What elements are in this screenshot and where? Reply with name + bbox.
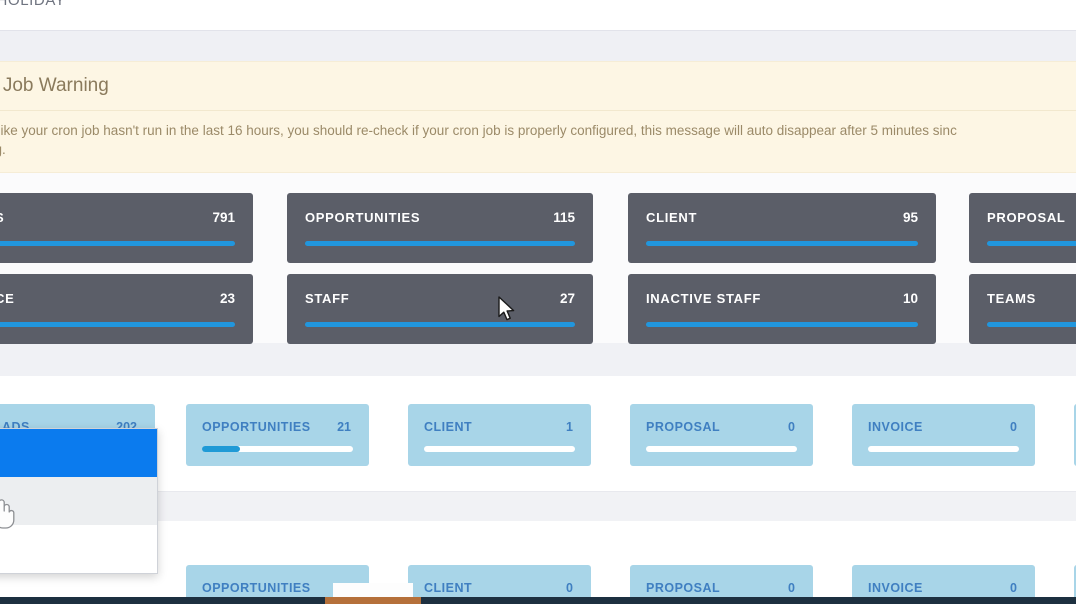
stat-card-progress-fill xyxy=(0,241,235,246)
bottom-strip-accent xyxy=(325,597,421,604)
stat-card-value: 791 xyxy=(212,210,235,225)
stat-card-opportunities[interactable]: OPPORTUNITIES 115 xyxy=(287,193,593,263)
mini-card-progress-track xyxy=(424,446,575,452)
mini-card-value: 0 xyxy=(566,581,573,595)
stat-card-value: 95 xyxy=(902,210,918,225)
dropdown-item-selected[interactable] xyxy=(0,429,157,477)
section-divider xyxy=(0,491,1076,492)
stat-card-proposal[interactable]: PROPOSAL xyxy=(969,193,1076,263)
stat-card-label: CE xyxy=(0,291,15,306)
section-gap xyxy=(0,492,1076,521)
mini-card-client[interactable]: CLIENT 1 xyxy=(408,404,591,466)
mini-card-label: OPPORTUNITIES xyxy=(202,420,311,434)
cron-warning-body: s like your cron job hasn't run in the l… xyxy=(0,123,957,138)
stat-card-value: 10 xyxy=(902,291,918,306)
stat-card-client[interactable]: CLIENT 95 xyxy=(628,193,936,263)
stat-card-leads[interactable]: S 791 xyxy=(0,193,253,263)
mini-card-label: PROPOSAL xyxy=(646,581,721,595)
mini-card-label: CLIENT xyxy=(424,581,473,595)
stat-card-progress-fill xyxy=(305,241,575,246)
mini-card-value: 0 xyxy=(1010,420,1017,434)
stat-card-label: S xyxy=(0,210,4,225)
mini-card-progress-track xyxy=(202,446,353,452)
mini-card-label: PROPOSAL xyxy=(646,420,721,434)
stat-card-progress-track xyxy=(987,322,1076,327)
mini-card-label: INVOICE xyxy=(868,581,923,595)
mini-card-value: 0 xyxy=(1010,581,1017,595)
stat-card-label: STAFF xyxy=(305,291,350,306)
stat-card-progress-fill xyxy=(305,322,575,327)
mini-card-progress-track xyxy=(868,446,1019,452)
mini-card-invoice[interactable]: INVOICE 0 xyxy=(852,404,1035,466)
dropdown-item-proposals[interactable]: sals xyxy=(0,477,157,525)
mini-card-progress-fill xyxy=(202,446,240,452)
stat-card-progress-track xyxy=(0,241,235,246)
stat-card-progress-fill xyxy=(646,241,918,246)
announcement-bar: ORROW WILL BE HOLIDAY xyxy=(0,0,1076,30)
dropdown-item-invoices[interactable]: es xyxy=(0,525,157,573)
top-gutter xyxy=(0,30,1076,61)
mini-card-value: 21 xyxy=(337,420,351,434)
mini-card-value: 1 xyxy=(566,420,573,434)
stat-card-staff[interactable]: STAFF 27 xyxy=(287,274,593,344)
stat-card-label: CLIENT xyxy=(646,210,698,225)
stat-card-progress-fill xyxy=(987,322,1076,327)
stat-card-value: 23 xyxy=(219,291,235,306)
stat-card-progress-fill xyxy=(987,241,1076,246)
stat-card-label: INACTIVE STAFF xyxy=(646,291,761,306)
stat-card-label: PROPOSAL xyxy=(987,210,1066,225)
mini-card-label: INVOICE xyxy=(868,420,923,434)
cron-warning-divider xyxy=(0,110,1076,111)
stat-card-progress-track xyxy=(646,241,918,246)
mini-card-value: 0 xyxy=(788,581,795,595)
mini-card-proposal[interactable]: PROPOSAL 0 xyxy=(630,404,813,466)
stat-card-invoice[interactable]: CE 23 xyxy=(0,274,253,344)
mini-card-value: 0 xyxy=(788,420,795,434)
stat-card-label: OPPORTUNITIES xyxy=(305,210,421,225)
mini-card-progress-track xyxy=(646,446,797,452)
stat-card-inactive-staff[interactable]: INACTIVE STAFF 10 xyxy=(628,274,936,344)
bottom-status-strip xyxy=(0,597,1076,604)
gutter-divider xyxy=(0,30,1076,31)
cron-job-warning-panel: n Job Warning s like your cron job hasn'… xyxy=(0,61,1076,173)
mini-card-label: OPPORTUNITIES xyxy=(202,581,311,595)
cron-warning-title: n Job Warning xyxy=(0,75,109,96)
bottom-notch xyxy=(333,583,413,597)
stat-cards-section-footer xyxy=(0,343,1076,376)
mini-card-overflow-2[interactable] xyxy=(1074,565,1076,604)
context-dropdown-menu[interactable]: sals es xyxy=(0,428,158,574)
stat-card-value: 115 xyxy=(553,210,575,225)
stat-card-progress-track xyxy=(987,241,1076,246)
stat-card-progress-track xyxy=(305,241,575,246)
announcement-text: ORROW WILL BE HOLIDAY xyxy=(0,0,66,9)
mini-card-opportunities[interactable]: OPPORTUNITIES 21 xyxy=(186,404,369,466)
stat-card-progress-track xyxy=(646,322,918,327)
stat-card-progress-track xyxy=(0,322,235,327)
mini-card-label: CLIENT xyxy=(424,420,473,434)
stat-card-value: 27 xyxy=(559,291,575,306)
stat-card-progress-fill xyxy=(0,322,235,327)
stat-card-progress-track xyxy=(305,322,575,327)
mini-card-overflow[interactable] xyxy=(1074,404,1076,466)
stat-card-teams[interactable]: TEAMS xyxy=(969,274,1076,344)
stat-card-progress-fill xyxy=(646,322,918,327)
cron-warning-body-continued: ng. xyxy=(0,142,6,157)
stat-card-label: TEAMS xyxy=(987,291,1036,306)
